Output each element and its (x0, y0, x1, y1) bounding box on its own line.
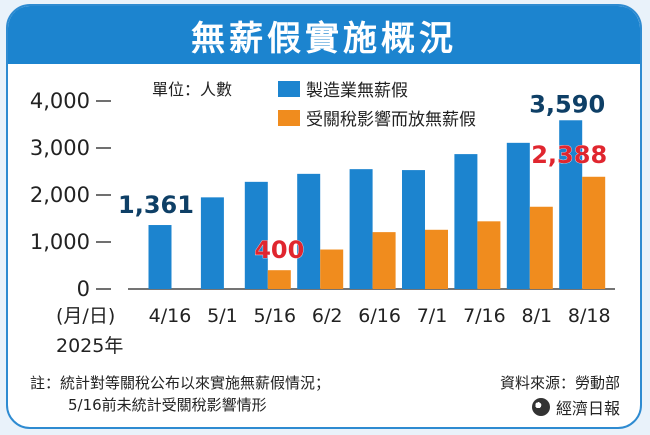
bar-manufacturing (559, 120, 583, 290)
legend-swatch (278, 81, 300, 97)
bar-manufacturing (244, 181, 268, 289)
unit-label: 單位：人數 (152, 80, 232, 99)
bar-manufacturing (148, 225, 172, 289)
y-tick-label: 1,000 (30, 230, 90, 254)
y-tick-label: 0 (77, 277, 90, 301)
x-tick-label: 5/1 (207, 305, 238, 327)
bar-tariff (372, 232, 396, 289)
x-tick-label: 8/1 (522, 305, 553, 327)
title-bar: 無薪假實施概況 (8, 6, 640, 64)
legend-label: 受關稅影響而放無薪假 (306, 110, 476, 130)
bar-manufacturing (402, 170, 425, 289)
bar-manufacturing (454, 154, 478, 289)
footnote-line-1: 註：統計對等關稅公布以來實施無薪假情況； (30, 374, 331, 392)
bar-tariff (582, 176, 606, 289)
data-label: 2,388 (531, 141, 607, 169)
chart-title: 無薪假實施概況 (191, 18, 457, 59)
footnote: 註：統計對等關稅公布以來實施無薪假情況； 5/16前未統計受關稅影響情形 (30, 372, 330, 416)
x-tick-label: 4/16 (149, 305, 192, 327)
x-axis-label: (月/日) (56, 305, 115, 327)
bar-tariff (477, 221, 501, 289)
publisher-name: 經濟日報 (555, 399, 620, 418)
publisher-logo-icon (531, 398, 550, 416)
x-tick-label: 6/2 (312, 305, 343, 327)
bar-manufacturing (297, 173, 321, 289)
data-label: 3,590 (529, 90, 605, 118)
bar-tariff (267, 270, 291, 289)
bar-manufacturing (506, 142, 530, 289)
bar-manufacturing (349, 169, 373, 289)
data-source: 資料來源：勞動部 (499, 374, 620, 392)
bar-tariff (529, 206, 553, 289)
bar-tariff (425, 229, 448, 289)
legend-label: 製造業無薪假 (306, 81, 408, 101)
data-label: 1,361 (118, 191, 194, 219)
y-tick-label: 4,000 (30, 89, 90, 113)
x-axis-year: 2025年 (56, 335, 123, 357)
x-tick-label: 5/16 (253, 305, 296, 327)
publisher: 經濟日報 (531, 395, 620, 419)
bar-manufacturing (200, 197, 224, 289)
x-tick-label: 6/16 (358, 305, 401, 327)
legend-swatch (278, 110, 300, 126)
footnote-line-2: 5/16前未統計受關稅影響情形 (68, 396, 267, 414)
data-label: 400 (254, 236, 304, 264)
x-tick-label: 7/1 (417, 305, 448, 327)
x-tick-label: 8/18 (568, 305, 611, 327)
y-tick-label: 2,000 (30, 183, 90, 207)
x-tick-label: 7/16 (463, 305, 506, 327)
bar-tariff (320, 249, 344, 289)
y-tick-label: 3,000 (30, 136, 90, 160)
